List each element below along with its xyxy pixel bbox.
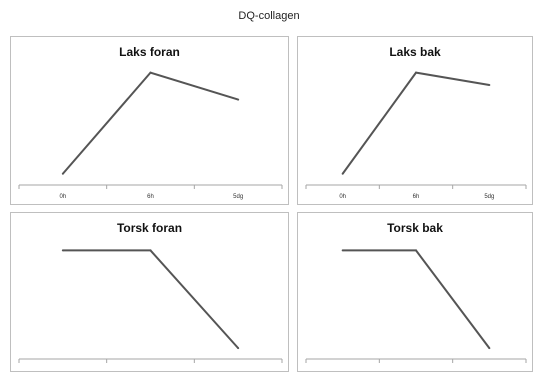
data-point: [237, 98, 240, 101]
series-line: [62, 249, 239, 349]
data-point: [415, 249, 417, 252]
chart-panel-laks-bak: Laks bak 0h 6h 5dg: [297, 36, 533, 205]
x-tick-label: 5dg: [484, 194, 494, 200]
line-chart-torsk-bak: [305, 249, 527, 363]
chart-panel-torsk-foran: Torsk foran: [10, 212, 289, 372]
x-tick-label: 0h: [339, 194, 346, 200]
line-chart-torsk-foran: [18, 249, 283, 363]
chart-title: Laks bak: [389, 45, 441, 59]
x-tick-label: 0h: [59, 194, 66, 200]
data-point: [61, 249, 64, 252]
chart-title: Torsk foran: [116, 221, 183, 235]
data-point: [61, 172, 64, 175]
series-line: [341, 71, 490, 175]
chart-panel-torsk-bak: Torsk bak: [297, 212, 533, 372]
data-point: [488, 83, 491, 86]
chart-title: Torsk bak: [387, 221, 443, 235]
data-point: [341, 172, 344, 175]
line-chart-laks-foran: 0h 6h 5dg: [18, 71, 283, 200]
x-tick-label: 6h: [413, 194, 420, 200]
figure-title: DQ-collagen: [238, 10, 300, 22]
data-point: [149, 71, 152, 74]
line-chart-laks-bak: 0h 6h 5dg: [305, 71, 527, 200]
chart-panel-laks-foran: Laks foran 0h 6h 5dg: [10, 36, 289, 205]
data-point: [237, 347, 240, 350]
data-point: [415, 71, 417, 74]
data-point: [149, 249, 152, 252]
x-tick-label: 6h: [147, 194, 154, 200]
data-point: [488, 347, 491, 350]
series-line: [342, 249, 491, 349]
data-point: [341, 249, 344, 252]
chart-title: Laks foran: [119, 45, 180, 59]
x-tick-label: 5dg: [233, 194, 243, 200]
series-line: [62, 71, 239, 175]
